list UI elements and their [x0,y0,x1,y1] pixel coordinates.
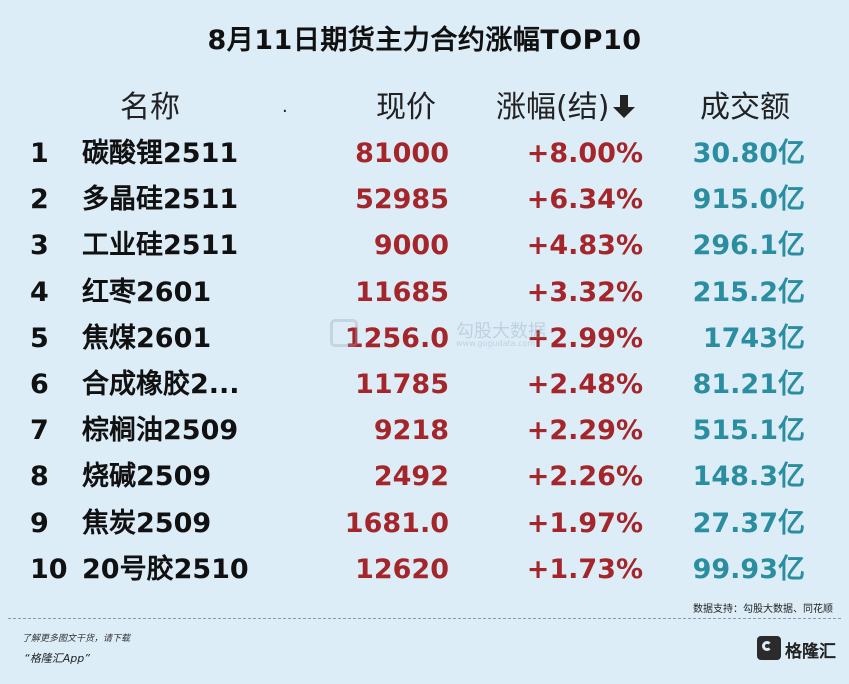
volume-cell: 27.37亿 [692,507,805,539]
table-row[interactable]: 1 碳酸锂2511 81000 +8.00% 30.80亿 [0,136,849,182]
price-cell: 12620 [355,553,449,585]
header-change[interactable]: 涨幅(结) [496,82,636,126]
header-volume: 成交额 [700,90,790,125]
price-cell: 11785 [355,369,449,400]
header-dot: . [282,96,288,117]
header-name: 名称 [120,90,180,125]
volume-cell: 915.0亿 [692,184,805,216]
name-cell: 棕榈油2509 [82,415,239,447]
name-cell: 多晶硅2511 [82,184,239,216]
change-cell: +8.00% [526,138,643,169]
name-cell: 碳酸锂2511 [82,138,239,169]
volume-cell: 296.1亿 [692,230,805,262]
price-cell: 1256.0 [344,322,449,354]
brand-logo-text: 格隆汇 [785,642,836,662]
volume-cell: 515.1亿 [692,415,805,447]
volume-cell: 99.93亿 [692,553,805,585]
price-cell: 1681.0 [344,507,449,539]
name-cell: 合成橡胶2... [82,369,240,400]
rank-cell: 3 [30,230,49,262]
table-row[interactable]: 3 工业硅2511 9000 +4.83% 296.1亿 [0,228,849,274]
table-row[interactable]: 10 20号胶2510 12620 +1.73% 99.93亿 [0,552,849,598]
footer-app-name: “格隆汇App” [24,652,90,665]
price-cell: 9000 [373,230,449,262]
rank-cell: 9 [30,507,49,539]
name-cell: 焦煤2601 [82,322,212,354]
table-row[interactable]: 7 棕榈油2509 9218 +2.29% 515.1亿 [0,413,849,459]
footer-download-hint: 了解更多图文干货，请下载 [22,634,131,644]
brand-logo: 格隆汇 [757,636,836,664]
rank-cell: 1 [30,138,49,169]
change-cell: +2.26% [526,461,643,493]
name-cell: 焦炭2509 [82,507,212,539]
change-cell: +3.32% [526,276,643,308]
rank-cell: 5 [30,322,49,354]
rank-cell: 7 [30,415,49,447]
change-cell: +2.99% [526,322,643,354]
brand-logo-icon [757,636,781,660]
footer-divider [8,618,841,619]
rank-cell: 8 [30,461,49,493]
price-cell: 9218 [373,415,449,447]
price-cell: 2492 [373,461,449,493]
change-cell: +2.48% [526,369,643,400]
table-row[interactable]: 5 焦煤2601 1256.0 +2.99% 1743亿 [0,321,849,367]
change-cell: +1.73% [526,553,643,585]
rank-cell: 4 [30,276,49,308]
table-row[interactable]: 8 烧碱2509 2492 +2.26% 148.3亿 [0,459,849,505]
data-source-note: 数据支持：勾股大数据、同花顺 [693,604,833,615]
name-cell: 工业硅2511 [82,230,239,262]
change-cell: +4.83% [526,230,643,262]
change-cell: +2.29% [526,415,643,447]
table-row[interactable]: 2 多晶硅2511 52985 +6.34% 915.0亿 [0,182,849,228]
volume-cell: 1743亿 [702,322,805,354]
price-cell: 11685 [355,276,449,308]
volume-cell: 30.80亿 [692,138,805,169]
name-cell: 红枣2601 [82,276,212,308]
table-row[interactable]: 4 红枣2601 11685 +3.32% 215.2亿 [0,275,849,321]
change-cell: +6.34% [526,184,643,216]
name-cell: 20号胶2510 [82,553,249,585]
header-change-label: 涨幅(结) [496,90,610,125]
rank-cell: 2 [30,184,49,216]
rank-cell: 6 [30,369,49,400]
volume-cell: 215.2亿 [692,276,805,308]
table-row[interactable]: 6 合成橡胶2... 11785 +2.48% 81.21亿 [0,367,849,413]
volume-cell: 81.21亿 [692,369,805,400]
price-cell: 52985 [355,184,449,216]
page-title: 8月11日期货主力合约涨幅TOP10 [207,25,642,56]
name-cell: 烧碱2509 [82,461,212,493]
rank-cell: 10 [30,553,68,585]
volume-cell: 148.3亿 [692,461,805,493]
header-price: 现价 [376,90,436,125]
price-cell: 81000 [355,138,449,169]
table-row[interactable]: 9 焦炭2509 1681.0 +1.97% 27.37亿 [0,506,849,552]
change-cell: +1.97% [526,507,643,539]
